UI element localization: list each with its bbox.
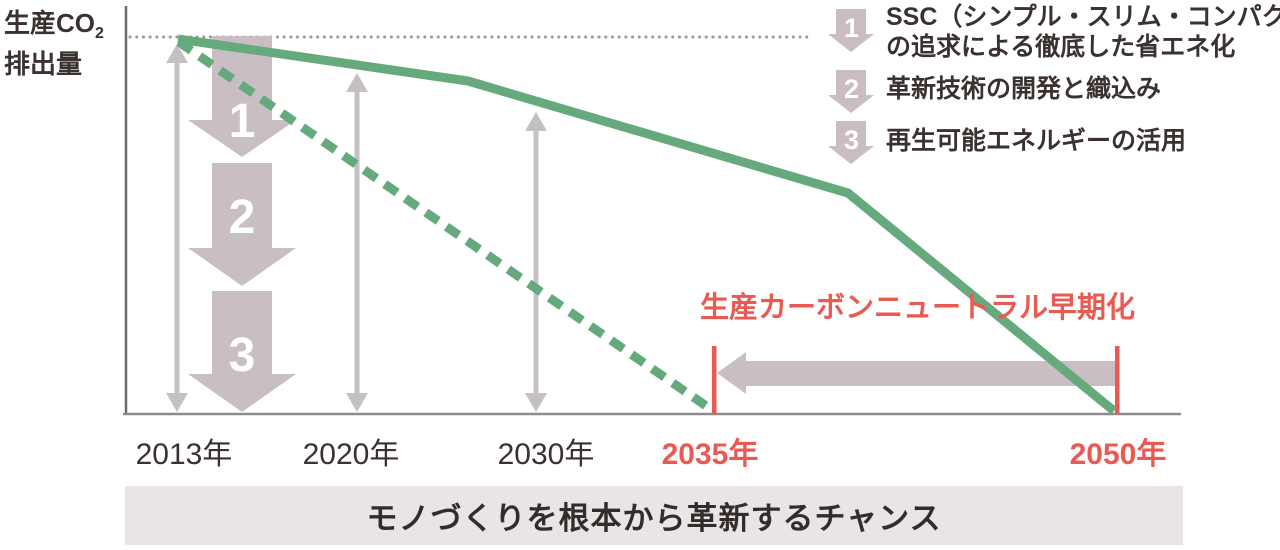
x-label-2030: 2030年 <box>497 438 595 471</box>
legend-item-1-line2: の追求による徹底した省エネ化 <box>886 33 1236 61</box>
banner: モノづくりを根本から革新するチャンス <box>125 486 1183 545</box>
legend-item-2-text: 革新技術の開発と織込み <box>886 74 1161 104</box>
legend-item-2-line1: 革新技術の開発と織込み <box>886 75 1162 103</box>
legend-step-3-number: 3 <box>843 125 860 155</box>
down-arrow-icon <box>828 95 874 113</box>
range-arrow-2030 <box>525 112 547 412</box>
dashed-emission-line <box>176 38 715 414</box>
legend-item-1-line1: SSC（シンプル・スリム・コンパクト） <box>886 3 1280 31</box>
banner-text: モノづくりを根本から革新するチャンス <box>366 501 942 536</box>
step-arrow-2 <box>188 163 296 286</box>
down-arrow-icon <box>828 34 874 52</box>
legend-step-arrow-3: 3 <box>828 121 875 164</box>
range-arrow-2013 <box>166 44 188 412</box>
down-arrow-icon <box>828 146 874 164</box>
legend-arrow-body <box>836 121 866 146</box>
step-arrow-1 <box>188 36 296 157</box>
step-arrow-1-number: 1 <box>229 95 256 148</box>
x-label-2035: 2035年 <box>661 438 759 471</box>
step-arrows <box>188 36 296 412</box>
x-label-2013: 2013年 <box>135 438 233 471</box>
legend-item-1-text: SSC（シンプル・スリム・コンパクト） の追求による徹底した省エネ化 <box>886 2 1280 62</box>
range-arrow-2020 <box>346 73 368 412</box>
step-arrow-3 <box>188 291 296 412</box>
solid-emission-line <box>177 34 1117 415</box>
tick-2050 <box>1115 346 1120 414</box>
y-axis-title: 生産CO2 排出量 <box>4 8 104 80</box>
y-axis-title-line1: 生産CO2 <box>4 8 104 49</box>
legend-item-3-line1: 再生可能エネルギーの活用 <box>886 127 1187 155</box>
legend-step-arrow-1: 1 <box>828 9 875 52</box>
legend-arrow-body <box>836 70 866 95</box>
legend-step-2-number: 2 <box>843 74 860 104</box>
co2-subscript: 2 <box>95 25 104 43</box>
legend-arrow-body <box>836 9 866 34</box>
legend-item-3-text: 再生可能エネルギーの活用 <box>886 126 1186 156</box>
carbon-neutral-early-label: 生産カーボンニュートラル早期化 <box>700 292 1136 324</box>
legend-step-arrow-2: 2 <box>828 70 875 113</box>
legend-step-1-number: 1 <box>843 13 860 43</box>
x-label-2020: 2020年 <box>302 438 400 471</box>
tick-2035 <box>712 346 717 414</box>
step-arrow-3-number: 3 <box>229 329 256 382</box>
y-axis-title-text: 生産CO <box>4 8 96 38</box>
pull-in-arrow <box>717 352 1115 394</box>
x-label-2050: 2050年 <box>1069 438 1167 471</box>
y-axis-title-line2: 排出量 <box>4 49 83 80</box>
step-arrow-2-number: 2 <box>229 191 256 244</box>
